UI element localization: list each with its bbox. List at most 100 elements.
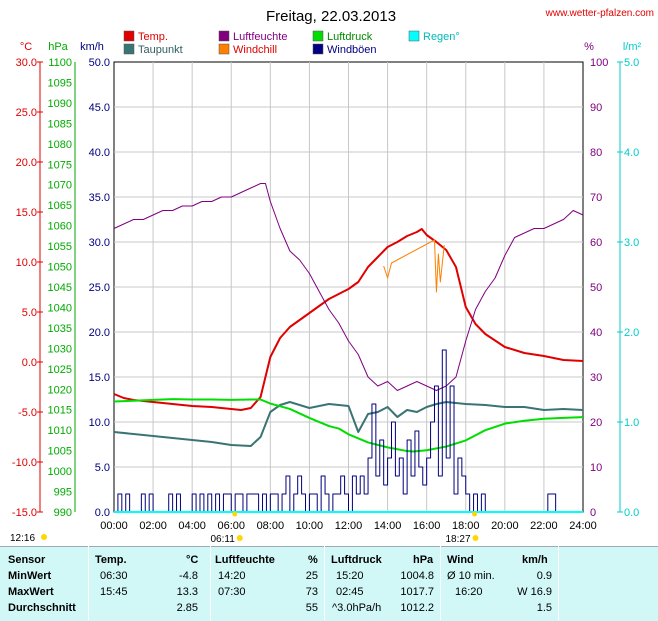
- rain-tick-label: 0.0: [624, 507, 639, 519]
- axis-layer: °C hPa km/h% l/m² 30.0 25.0 20.0 15.0 10.0 5.0 0.0…: [10, 41, 641, 545]
- stats-max-row: MaxWert 15:45 13.3 07:30 73 02:45 1017.7…: [0, 585, 658, 600]
- x-tick-label: 06:00: [217, 520, 245, 532]
- pressure-tick-label: 990: [54, 507, 72, 519]
- sunrise-marker: [232, 511, 238, 517]
- stats-avg-hum-val: 55: [305, 602, 318, 614]
- stats-press-unit: hPa: [413, 554, 434, 566]
- wind-tick-label: 30.0: [89, 237, 110, 249]
- pressure-tick-label: 1000: [48, 466, 72, 478]
- stats-min-press-time: 15:20: [336, 570, 364, 582]
- pressure-tick-label: 1040: [48, 302, 72, 314]
- sunset-marker: [472, 511, 478, 517]
- pressure-tick-label: 1005: [48, 446, 72, 458]
- pressure-tick-label: 1100: [48, 57, 72, 69]
- stats-wind-unit: km/h: [522, 554, 548, 566]
- stats-min-label: MinWert: [8, 570, 52, 582]
- temp-tick-label: 5.0: [22, 307, 37, 319]
- series-line-temp: [113, 228, 584, 411]
- pressure-tick-label: 1075: [48, 159, 72, 171]
- pressure-tick-label: 1055: [48, 241, 72, 253]
- stats-divider: [210, 546, 211, 620]
- stats-max-wind-time: 16:20: [455, 586, 483, 598]
- wind-tick-label: 25.0: [89, 282, 110, 294]
- stats-min-row: MinWert 06:30 -4.8 14:20 25 15:20 1004.8…: [0, 569, 658, 584]
- rain-tick-label: 1.0: [624, 417, 639, 429]
- pressure-tick-label: 1085: [48, 118, 72, 130]
- pressure-tick-label: 1010: [48, 425, 72, 437]
- moonrise-icon: [41, 534, 47, 540]
- x-tick-label: 22:00: [530, 520, 558, 532]
- pressure-tick-label: 1060: [48, 221, 72, 233]
- site-link[interactable]: www.wetter-pfalzen.com: [545, 8, 654, 19]
- temp-tick-label: 30.0: [16, 57, 37, 69]
- x-tick-label: 10:00: [296, 520, 324, 532]
- legend-swatch: [123, 30, 135, 42]
- wind-axis-unit: km/h: [80, 41, 104, 53]
- stats-avg-press-time: ^3.0hPa/h: [332, 602, 382, 614]
- x-tick-label: 24:00: [569, 520, 597, 532]
- stats-hum-unit: %: [308, 554, 318, 566]
- legend-label: Windchill: [233, 44, 277, 56]
- legend-label: Windböen: [327, 44, 377, 56]
- stats-min-hum-time: 14:20: [218, 570, 246, 582]
- stats-avg-wind-val: 1.5: [536, 602, 552, 614]
- stats-max-hum-time: 07:30: [218, 586, 246, 598]
- wind-tick-label: 40.0: [89, 147, 110, 159]
- pressure-tick-label: 995: [54, 487, 72, 499]
- x-tick-label: 16:00: [413, 520, 441, 532]
- wind-tick-label: 45.0: [89, 102, 110, 114]
- series-layer: [113, 183, 584, 513]
- pressure-tick-label: 1070: [48, 180, 72, 192]
- x-tick-label: 08:00: [257, 520, 285, 532]
- stats-temp-header: Temp.: [95, 554, 127, 566]
- legend-label: Temp.: [138, 31, 168, 43]
- wind-tick-label: 35.0: [89, 192, 110, 204]
- humidity-tick-label: 90: [590, 102, 602, 114]
- stats-avg-label: Durchschnitt: [8, 602, 76, 614]
- wind-tick-label: 10.0: [89, 417, 110, 429]
- x-tick-label: 12:00: [335, 520, 363, 532]
- legend-label: Regen°: [423, 31, 460, 43]
- wind-tick-label: 0.0: [95, 507, 110, 519]
- wind-tick-label: 20.0: [89, 327, 110, 339]
- stats-table: Sensor Temp. °C Luftfeuchte % Luftdruck …: [0, 546, 658, 621]
- pressure-tick-label: 1035: [48, 323, 72, 335]
- pressure-tick-label: 1015: [48, 405, 72, 417]
- sunrise-label: 06:11: [210, 534, 235, 545]
- humidity-tick-label: 60: [590, 237, 602, 249]
- legend-swatch: [123, 43, 135, 55]
- legend-swatch: [408, 30, 420, 42]
- stats-temp-unit: °C: [186, 554, 199, 566]
- pressure-tick-label: 1045: [48, 282, 72, 294]
- humidity-tick-label: 30: [590, 372, 602, 384]
- stats-divider: [88, 546, 89, 620]
- humidity-tick-label: 70: [590, 192, 602, 204]
- stats-max-press-time: 02:45: [336, 586, 364, 598]
- temp-tick-label: 10.0: [16, 257, 37, 269]
- pressure-tick-label: 1050: [48, 262, 72, 274]
- sunrise-icon: [236, 535, 243, 541]
- stats-min-wind-val: 0.9: [536, 570, 552, 582]
- moonrise-label: 12:16: [10, 533, 35, 544]
- stats-max-hum-val: 73: [305, 586, 318, 598]
- rain-tick-label: 5.0: [624, 57, 639, 69]
- humidity-axis-unit: %: [584, 41, 594, 53]
- stats-divider: [440, 546, 441, 620]
- temp-tick-label: -10.0: [12, 457, 37, 469]
- humidity-tick-label: 100: [590, 57, 608, 69]
- wind-tick-label: 50.0: [89, 57, 110, 69]
- sunset-label: 18:27: [446, 534, 471, 545]
- stats-max-temp-time: 15:45: [100, 586, 128, 598]
- x-tick-label: 00:00: [100, 520, 128, 532]
- rain-tick-label: 4.0: [624, 147, 639, 159]
- humidity-tick-label: 10: [590, 462, 602, 474]
- legend-swatch: [312, 43, 324, 55]
- pressure-axis-unit: hPa: [48, 41, 68, 53]
- x-tick-label: 02:00: [139, 520, 167, 532]
- pressure-tick-label: 1030: [48, 343, 72, 355]
- pressure-tick-label: 1020: [48, 384, 72, 396]
- pressure-tick-label: 1065: [48, 200, 72, 212]
- series-line-taupunkt: [113, 401, 584, 447]
- series-line-windb-en: [114, 349, 583, 513]
- stats-max-temp-val: 13.3: [176, 586, 198, 598]
